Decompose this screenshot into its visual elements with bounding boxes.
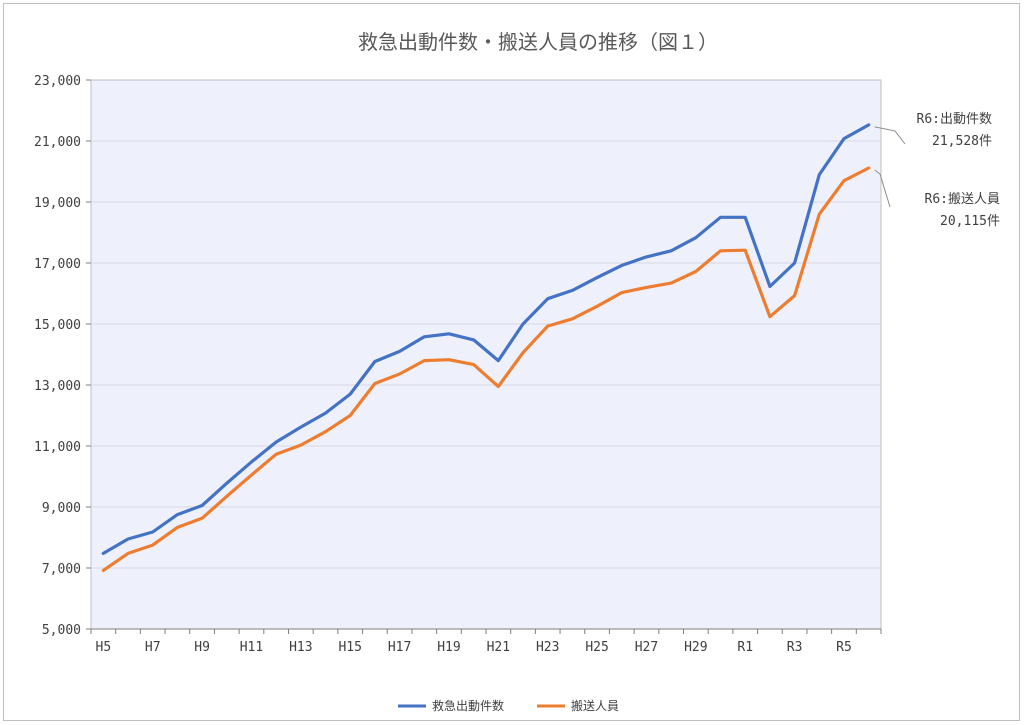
x-tick-label: R5	[836, 640, 852, 655]
legend: 救急出動件数 搬送人員	[398, 698, 619, 713]
series-lines	[101, 123, 871, 573]
x-tick-label: H19	[437, 640, 460, 655]
x-tick-label: H13	[289, 640, 312, 655]
y-tick-label: 11,000	[34, 440, 81, 455]
y-tick-label: 5,000	[42, 623, 81, 638]
series-line-1	[101, 166, 871, 573]
y-axis: 5,000 7,000 9,000 11,000 13,000 15,000 17,000 1…	[34, 74, 91, 638]
x-tick-label: H17	[388, 640, 411, 655]
plot-area	[90, 79, 882, 630]
x-tick-label: H27	[635, 640, 658, 655]
annotation-label: R6:搬送人員	[925, 192, 1000, 207]
legend-label: 救急出動件数	[432, 698, 504, 713]
series-line-0	[101, 123, 871, 556]
y-tick-label: 15,000	[34, 318, 81, 333]
y-tick-label: 7,000	[42, 562, 81, 577]
x-tick-label: H23	[536, 640, 559, 655]
annotation-label: R6:出動件数	[917, 112, 992, 127]
x-tick-label: H9	[194, 640, 210, 655]
x-tick-label: H7	[145, 640, 161, 655]
y-tick-label: 21,000	[34, 135, 81, 150]
x-tick-label: R1	[737, 640, 753, 655]
annotation-value: 21,528件	[932, 134, 992, 149]
x-tick-label: H25	[585, 640, 608, 655]
annotation-leader	[874, 126, 906, 145]
x-tick-label: H21	[487, 640, 510, 655]
x-tick-label: R3	[787, 640, 803, 655]
x-tick-label: H29	[684, 640, 707, 655]
x-axis: H5 H7 H9 H11 H13 H15 H17 H19 H21 H23 H25 H27 H29 R1 R3…	[90, 628, 882, 655]
x-tick-label: H15	[338, 640, 361, 655]
y-tick-label: 13,000	[34, 379, 81, 394]
chart-frame	[3, 3, 1020, 721]
legend-label: 搬送人員	[571, 698, 619, 713]
annotations: R6:出動件数 21,528件 R6:搬送人員 20,115件	[874, 112, 1000, 229]
x-tick-label: H5	[96, 640, 112, 655]
y-tick-label: 19,000	[34, 196, 81, 211]
gridlines	[91, 140, 881, 569]
chart-title: 救急出動件数・搬送人員の推移（図１）	[358, 30, 718, 54]
annotation-leader	[874, 169, 891, 208]
x-tick-label: H11	[240, 640, 263, 655]
y-tick-label: 23,000	[34, 74, 81, 89]
annotation-value: 20,115件	[940, 214, 1000, 229]
y-tick-label: 9,000	[42, 501, 81, 516]
y-tick-label: 17,000	[34, 257, 81, 272]
